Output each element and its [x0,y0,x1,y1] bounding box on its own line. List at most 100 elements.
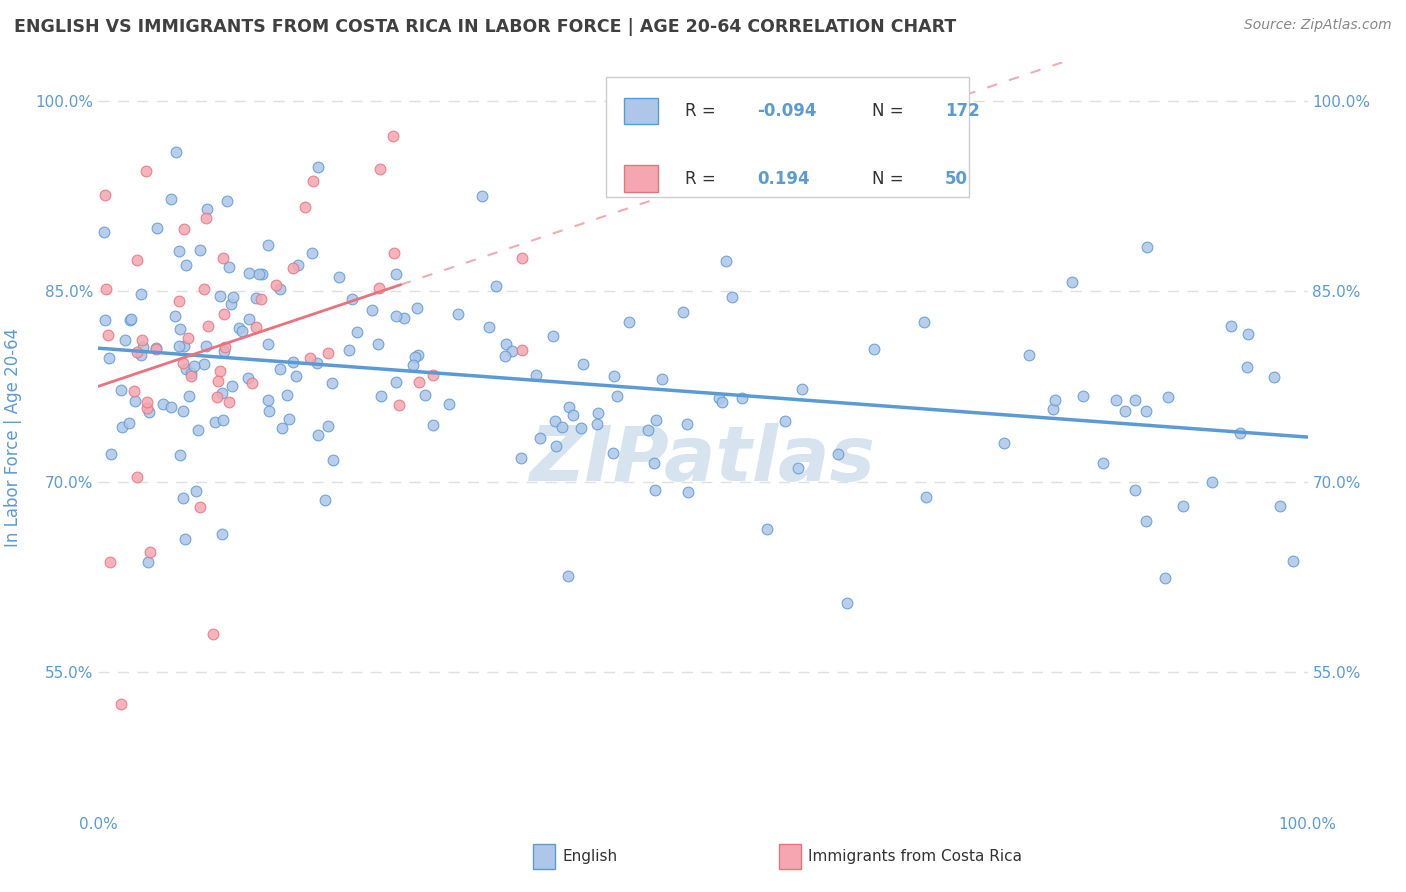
Point [219,297,242,311]
Point [510,451,533,466]
Point [94,312,117,326]
Point [413,388,436,402]
Point [730,391,752,405]
Point [671,305,693,319]
Point [110,697,132,711]
Point [187,424,209,438]
Point [193,357,215,371]
Point [298,351,321,365]
Point [384,309,406,323]
Text: English: English [562,849,617,863]
Point [195,202,218,216]
Point [174,362,197,376]
Point [114,333,136,347]
Point [585,417,607,431]
Point [127,470,149,484]
Point [96,282,118,296]
Point [471,189,494,203]
Point [167,244,190,258]
Point [285,369,308,384]
Point [221,379,243,393]
Point [98,351,121,366]
Y-axis label: In Labor Force | Age 20-64: In Labor Force | Age 20-64 [4,327,21,547]
Point [111,420,134,434]
Point [236,371,259,385]
Point [250,267,273,281]
Point [160,400,183,414]
Point [167,294,190,309]
Point [180,366,202,380]
Point [211,527,233,541]
Point [1229,426,1251,441]
Point [603,369,626,384]
Point [212,344,235,359]
Point [404,350,426,364]
Point [146,221,169,235]
Point [212,307,235,321]
Point [617,314,640,328]
Point [1114,403,1136,417]
Point [172,491,194,506]
Point [202,626,225,640]
Point [169,448,191,462]
Point [709,392,731,406]
Point [529,431,551,445]
Point [269,362,291,376]
Point [714,253,737,268]
Point [368,162,391,177]
Point [651,372,673,386]
Point [388,398,411,412]
Point [510,343,533,358]
Point [1136,240,1159,254]
Point [183,359,205,373]
Text: Source: ZipAtlas.com: Source: ZipAtlas.com [1244,18,1392,32]
Point [711,394,734,409]
Text: R =: R = [685,169,721,187]
Point [602,445,624,459]
Point [337,343,360,358]
FancyBboxPatch shape [624,98,658,124]
Point [165,309,187,323]
Point [328,270,350,285]
Point [307,428,329,442]
Point [340,292,363,306]
Text: -0.094: -0.094 [758,103,817,120]
Point [863,342,886,356]
Point [145,341,167,355]
Point [269,283,291,297]
Point [193,282,215,296]
Point [132,340,155,354]
Point [321,376,343,390]
Point [217,194,239,208]
Point [228,321,250,335]
Point [1236,359,1258,374]
Point [240,376,263,390]
Point [392,311,415,326]
Point [257,392,280,407]
Point [1123,483,1146,498]
Point [125,345,148,359]
Text: ENGLISH VS IMMIGRANTS FROM COSTA RICA IN LABOR FORCE | AGE 20-64 CORRELATION CHA: ENGLISH VS IMMIGRANTS FROM COSTA RICA IN… [14,18,956,36]
Point [402,359,425,373]
Point [385,268,408,282]
Point [408,375,430,389]
Point [212,413,235,427]
Point [277,411,299,425]
Point [1071,389,1094,403]
Point [135,395,157,409]
Point [912,315,935,329]
Point [197,319,219,334]
Point [194,211,217,225]
Point [544,438,567,452]
Point [914,491,936,505]
Point [211,386,233,401]
Point [135,401,157,416]
Point [558,400,581,414]
Point [139,545,162,559]
Point [790,382,813,396]
Point [222,290,245,304]
Point [145,342,167,356]
Point [524,368,547,382]
Point [93,188,115,202]
Point [1171,499,1194,513]
